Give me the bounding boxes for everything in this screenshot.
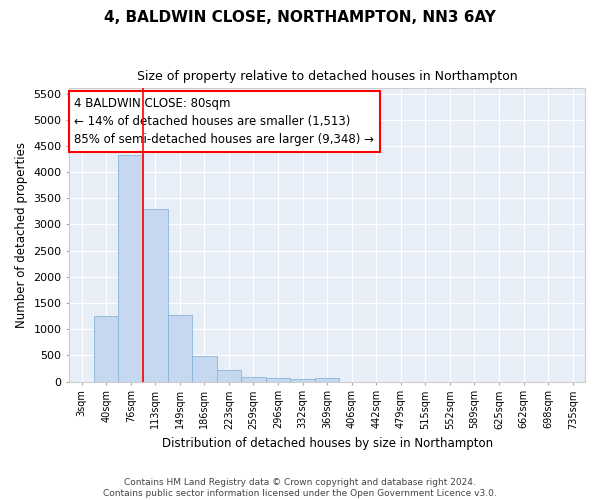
Title: Size of property relative to detached houses in Northampton: Size of property relative to detached ho… bbox=[137, 70, 517, 83]
Bar bbox=[192, 356, 217, 382]
Bar bbox=[217, 370, 241, 382]
Bar bbox=[167, 314, 192, 382]
Bar bbox=[118, 155, 143, 382]
Bar bbox=[315, 378, 340, 382]
Bar bbox=[143, 209, 167, 382]
Bar bbox=[94, 316, 118, 382]
Text: Contains HM Land Registry data © Crown copyright and database right 2024.
Contai: Contains HM Land Registry data © Crown c… bbox=[103, 478, 497, 498]
Text: 4 BALDWIN CLOSE: 80sqm
← 14% of detached houses are smaller (1,513)
85% of semi-: 4 BALDWIN CLOSE: 80sqm ← 14% of detached… bbox=[74, 97, 374, 146]
X-axis label: Distribution of detached houses by size in Northampton: Distribution of detached houses by size … bbox=[161, 437, 493, 450]
Y-axis label: Number of detached properties: Number of detached properties bbox=[15, 142, 28, 328]
Bar bbox=[266, 378, 290, 382]
Bar bbox=[290, 378, 315, 382]
Bar bbox=[241, 377, 266, 382]
Text: 4, BALDWIN CLOSE, NORTHAMPTON, NN3 6AY: 4, BALDWIN CLOSE, NORTHAMPTON, NN3 6AY bbox=[104, 10, 496, 25]
